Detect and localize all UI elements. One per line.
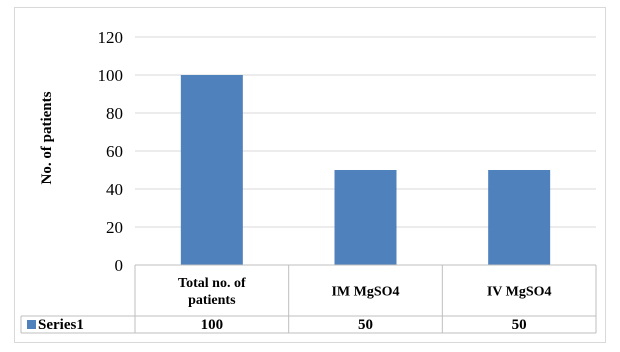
bar bbox=[488, 170, 551, 265]
chart-frame: No. of patients 0 20 40 60 80 100 120 Total no… bbox=[14, 7, 606, 343]
bars bbox=[180, 75, 551, 265]
data-table: Total no. of patients IM MgSO4 IV MgSO4 Seri… bbox=[20, 264, 597, 334]
data-table-value: 100 bbox=[201, 317, 224, 333]
category-label: IM MgSO4 bbox=[331, 285, 399, 300]
data-table-value: 50 bbox=[512, 317, 527, 333]
category-label: IV MgSO4 bbox=[487, 285, 552, 300]
bar-chart: No. of patients 0 20 40 60 80 100 120 Total no… bbox=[20, 28, 597, 334]
bar bbox=[334, 170, 397, 265]
y-tick-label: 20 bbox=[106, 218, 123, 237]
legend-series-name: Series1 bbox=[38, 317, 84, 333]
category-label: Total no. of bbox=[178, 276, 246, 291]
y-tick-label: 80 bbox=[106, 104, 123, 123]
legend-swatch bbox=[27, 320, 36, 329]
y-tick-label: 120 bbox=[98, 28, 124, 47]
y-axis-label: No. of patients bbox=[39, 91, 55, 184]
data-table-value: 50 bbox=[358, 317, 373, 333]
y-axis-ticks: 0 20 40 60 80 100 120 bbox=[98, 28, 124, 275]
y-tick-label: 0 bbox=[115, 256, 124, 275]
bar bbox=[180, 75, 243, 265]
y-tick-label: 40 bbox=[106, 180, 123, 199]
category-label: patients bbox=[188, 293, 236, 308]
y-tick-label: 100 bbox=[98, 66, 124, 85]
y-tick-label: 60 bbox=[106, 142, 123, 161]
